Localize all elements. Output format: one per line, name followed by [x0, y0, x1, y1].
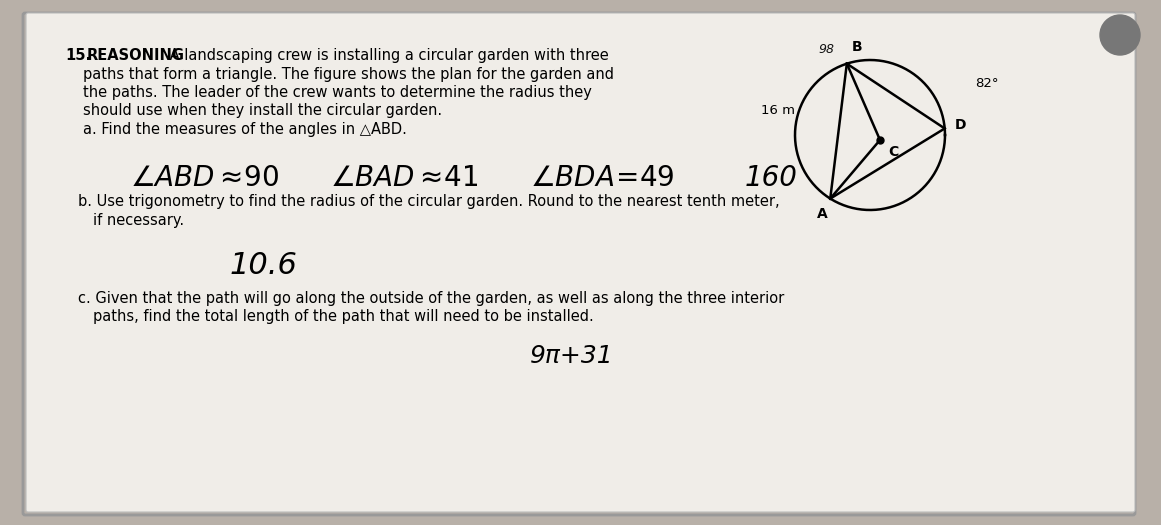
- Text: $\angle ABD\approx\!90$: $\angle ABD\approx\!90$: [130, 164, 280, 192]
- Text: b. Use trigonometry to find the radius of the circular garden. Round to the near: b. Use trigonometry to find the radius o…: [78, 194, 780, 209]
- Text: 9π+31: 9π+31: [531, 344, 614, 368]
- Text: 82°: 82°: [975, 77, 998, 90]
- Text: A landscaping crew is installing a circular garden with three: A landscaping crew is installing a circu…: [165, 48, 608, 63]
- Text: C: C: [888, 145, 899, 159]
- Text: the paths. The leader of the crew wants to determine the radius they: the paths. The leader of the crew wants …: [82, 85, 592, 100]
- Text: paths, find the total length of the path that will need to be installed.: paths, find the total length of the path…: [93, 309, 593, 324]
- Text: 98: 98: [819, 43, 835, 56]
- Text: 16 m: 16 m: [760, 103, 795, 117]
- Text: if necessary.: if necessary.: [93, 213, 185, 227]
- Text: 10.6: 10.6: [230, 250, 298, 279]
- Text: $\angle BAD\approx\!41$: $\angle BAD\approx\!41$: [330, 164, 478, 192]
- Text: REASONING: REASONING: [87, 48, 185, 63]
- FancyBboxPatch shape: [26, 13, 1135, 512]
- Text: should use when they install the circular garden.: should use when they install the circula…: [82, 103, 442, 119]
- Text: c. Given that the path will go along the outside of the garden, as well as along: c. Given that the path will go along the…: [78, 290, 784, 306]
- Circle shape: [1099, 15, 1140, 55]
- Text: a. Find the measures of the angles in △ABD.: a. Find the measures of the angles in △A…: [82, 122, 406, 137]
- Text: 15.: 15.: [65, 48, 91, 63]
- Text: $\angle BDA\!=\!49$: $\angle BDA\!=\!49$: [531, 164, 675, 192]
- Text: D: D: [954, 119, 966, 132]
- Text: A: A: [817, 207, 828, 220]
- Text: 160: 160: [745, 164, 798, 192]
- Text: paths that form a triangle. The figure shows the plan for the garden and: paths that form a triangle. The figure s…: [82, 67, 614, 81]
- Text: B: B: [852, 40, 863, 54]
